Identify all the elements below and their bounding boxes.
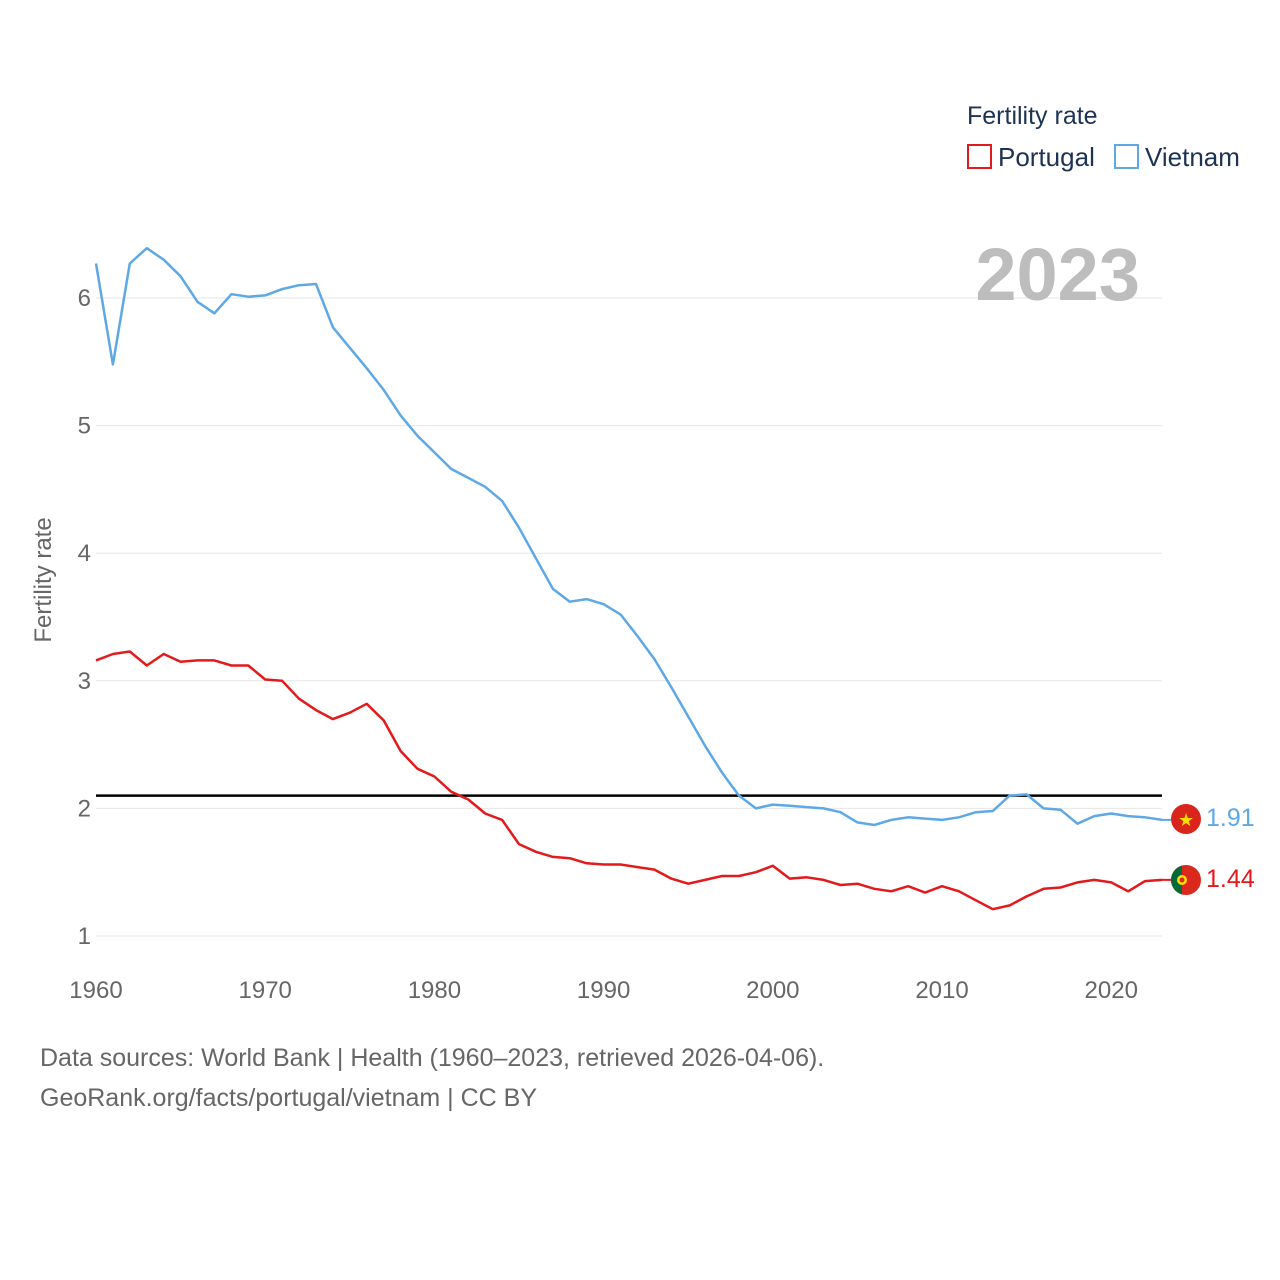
series-line-vietnam[interactable] xyxy=(94,246,1163,827)
portugal-flag-icon xyxy=(1171,865,1201,895)
y-axis-title: Fertility rate xyxy=(30,517,57,642)
legend: Fertility rate Portugal Vietnam xyxy=(967,102,1240,172)
end-value-portugal: 1.44 xyxy=(1206,865,1255,893)
series-layer xyxy=(94,246,1171,911)
y-tick-label-3: 3 xyxy=(78,668,91,695)
y-tick-label-5: 5 xyxy=(78,413,91,440)
grid-lines xyxy=(96,297,1162,937)
x-tick-label-2020: 2020 xyxy=(1085,977,1138,1004)
svg-text:★: ★ xyxy=(1178,810,1194,831)
end-value-vietnam: 1.91 xyxy=(1206,804,1255,832)
footer-sources: Data sources: World Bank | Health (1960–… xyxy=(40,1044,825,1072)
vietnam-flag-icon: ★ xyxy=(1171,804,1201,834)
legend-swatch-vietnam xyxy=(1114,144,1139,169)
legend-item-portugal[interactable]: Portugal xyxy=(967,142,1095,172)
legend-title: Fertility rate xyxy=(967,102,1098,130)
x-tick-label-1990: 1990 xyxy=(577,977,630,1004)
x-tick-label-2010: 2010 xyxy=(915,977,968,1004)
footer-credit[interactable]: GeoRank.org/facts/portugal/vietnam | CC … xyxy=(40,1084,537,1112)
y-tick-label-1: 1 xyxy=(78,923,91,950)
x-tick-label-1970: 1970 xyxy=(239,977,292,1004)
x-tick-label-1980: 1980 xyxy=(408,977,461,1004)
y-tick-label-4: 4 xyxy=(78,540,91,567)
x-tick-label-2000: 2000 xyxy=(746,977,799,1004)
legend-label-vietnam: Vietnam xyxy=(1145,142,1240,172)
axis-ticks: 1 2 3 4 5 6 1960 1970 1980 1990 2000 2010 2020 xyxy=(69,285,1138,1004)
legend-label-portugal: Portugal xyxy=(998,142,1095,172)
x-tick-label-1960: 1960 xyxy=(69,977,122,1004)
y-tick-label-6: 6 xyxy=(78,285,91,312)
series-line-portugal[interactable] xyxy=(95,650,1163,911)
year-label: 2023 xyxy=(975,233,1140,316)
legend-swatch-portugal xyxy=(967,144,992,169)
y-tick-label-2: 2 xyxy=(78,795,91,822)
legend-item-vietnam[interactable]: Vietnam xyxy=(1114,142,1240,172)
